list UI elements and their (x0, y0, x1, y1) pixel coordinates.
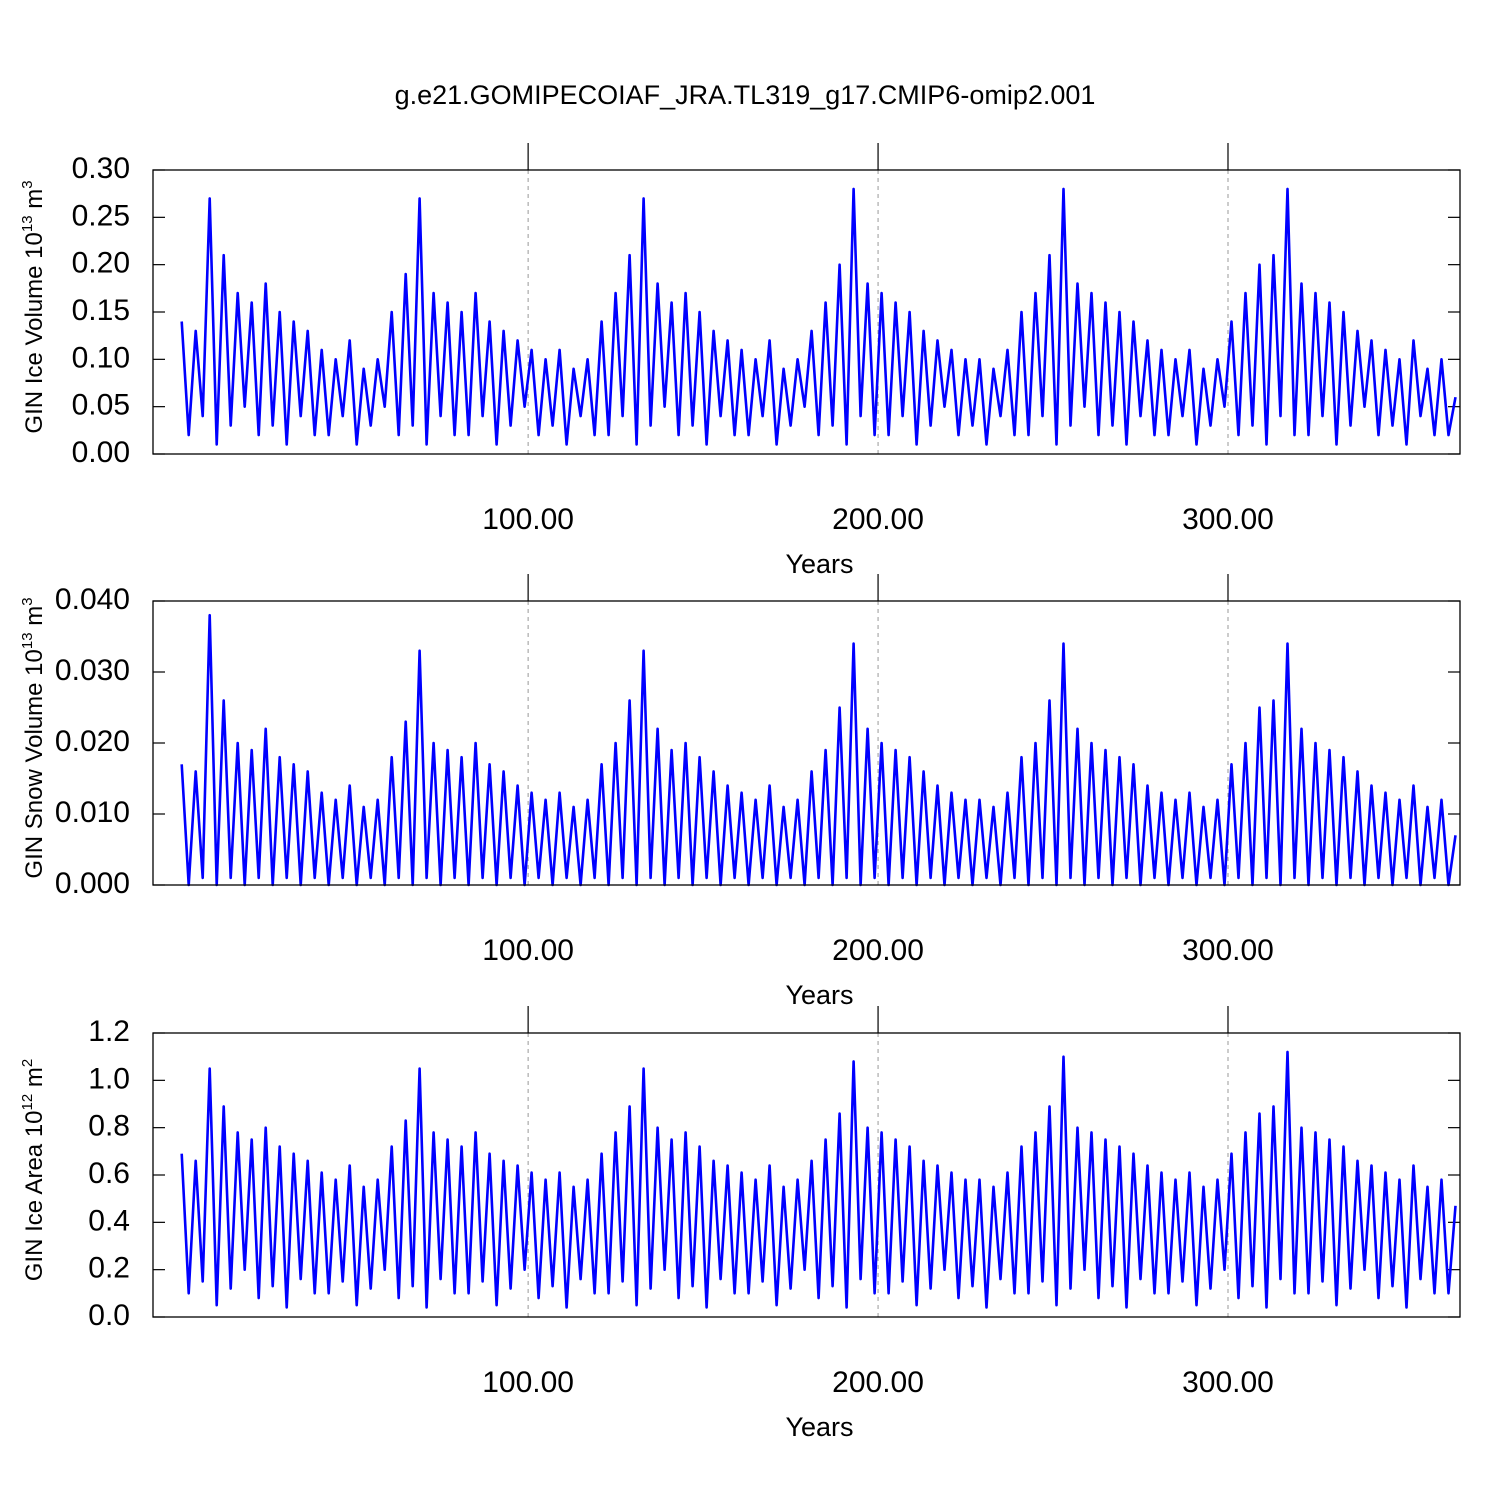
data-line (180, 613, 1457, 887)
y-axis-label-exponent: 2 (19, 1059, 36, 1067)
y-tick-label: 0.040 (55, 583, 130, 616)
y-tick-label: 0.00 (72, 436, 130, 469)
y-tick-label: 0.6 (88, 1157, 130, 1190)
y-tick-label: 0.4 (88, 1204, 130, 1237)
data-line (180, 187, 1457, 446)
y-axis-label-exponent: 3 (19, 180, 36, 188)
x-tick-label: 200.00 (832, 503, 924, 536)
y-tick-label: 0.8 (88, 1110, 130, 1143)
y-axis-label: GIN Snow Volume 1013 m3 (19, 597, 48, 878)
y-axis-label-text: m (21, 606, 48, 633)
x-tick-label: 300.00 (1182, 1366, 1274, 1399)
plot-frame (152, 600, 1461, 886)
y-tick-label: 0.05 (72, 389, 130, 422)
y-tick-label: 0.0 (88, 1299, 130, 1332)
y-tick-label: 0.10 (72, 341, 130, 374)
y-axis-label-text: GIN Ice Area 10 (21, 1110, 48, 1281)
y-tick-label: 0.15 (72, 294, 130, 327)
y-axis-label-exponent: 12 (19, 1094, 36, 1111)
chart-title: g.e21.GOMIPECOIAF_JRA.TL319_g17.CMIP6-om… (395, 80, 1096, 110)
y-tick-label: 0.030 (55, 654, 130, 687)
y-axis-label-text: GIN Snow Volume 10 (21, 649, 48, 878)
x-tick-label: 200.00 (832, 934, 924, 967)
y-tick-label: 1.0 (88, 1062, 130, 1095)
y-tick-label: 1.2 (88, 1015, 130, 1048)
x-tick-label: 100.00 (482, 934, 574, 967)
y-axis-label: GIN Ice Area 1012 m2 (19, 1059, 48, 1281)
data-line (180, 1050, 1457, 1309)
y-tick-label: 0.20 (72, 247, 130, 280)
y-axis-label: GIN Ice Volume 1013 m3 (19, 180, 48, 433)
x-tick-label: 300.00 (1182, 934, 1274, 967)
y-tick-label: 0.2 (88, 1252, 130, 1285)
x-axis-label: Years (785, 549, 853, 579)
y-axis-label-text: m (21, 1067, 48, 1094)
x-tick-label: 100.00 (482, 1366, 574, 1399)
y-tick-label: 0.020 (55, 725, 130, 758)
y-tick-label: 0.010 (55, 796, 130, 829)
x-tick-label: 300.00 (1182, 503, 1274, 536)
plot-frame (152, 169, 1461, 455)
y-axis-label-exponent: 13 (19, 632, 36, 649)
y-tick-label: 0.25 (72, 199, 130, 232)
y-axis-label-exponent: 3 (19, 597, 36, 605)
y-axis-label-exponent: 13 (19, 215, 36, 232)
x-tick-label: 200.00 (832, 1366, 924, 1399)
y-axis-label-text: m (21, 189, 48, 216)
x-axis-label: Years (785, 980, 853, 1010)
y-tick-label: 0.000 (55, 867, 130, 900)
y-axis-label-text: GIN Ice Volume 10 (21, 232, 48, 433)
x-tick-label: 100.00 (482, 503, 574, 536)
y-tick-label: 0.30 (72, 152, 130, 185)
plot-frame (152, 1032, 1461, 1318)
x-axis-label: Years (785, 1412, 853, 1442)
